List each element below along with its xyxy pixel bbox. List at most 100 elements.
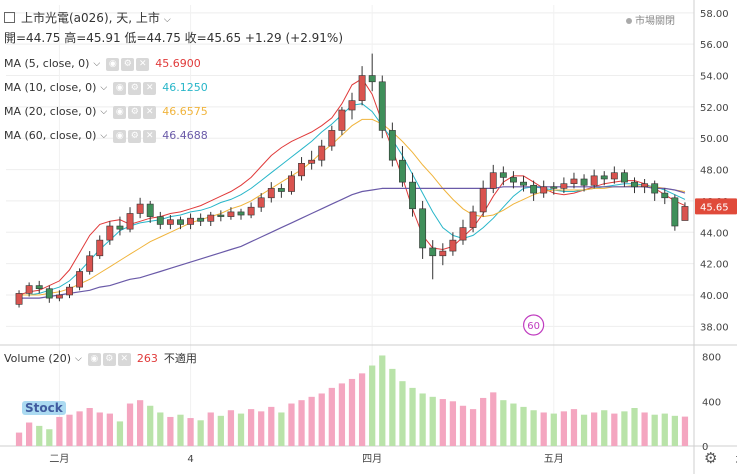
indicator-value: 45.6900: [155, 57, 201, 70]
candle-body: [479, 188, 487, 213]
candle: [55, 290, 63, 302]
chevron-down-icon[interactable]: ⌵: [100, 107, 108, 117]
candle: [388, 122, 396, 167]
watermark-logo: Stock: [22, 401, 66, 415]
candle: [489, 164, 497, 194]
candle-body: [86, 255, 94, 272]
candle-body: [550, 186, 558, 189]
volume-bar: [621, 411, 628, 446]
gear-icon[interactable]: ⚙: [128, 105, 142, 119]
candle: [378, 75, 386, 139]
candle: [106, 221, 114, 245]
market-status: 市場關閉: [626, 12, 675, 27]
candle-body: [560, 183, 568, 189]
symbol-header: 上市光電(a026), 天, 上市 ⌵: [4, 10, 171, 28]
collapse-icon[interactable]: [4, 12, 15, 23]
indicator-row-ma10[interactable]: MA (10, close, 0) ⌵ ◉ ⚙ ✕ 46.1250: [4, 80, 208, 96]
candle-body: [570, 178, 578, 184]
event-marker-60: 60: [523, 314, 545, 336]
settings-gear-icon[interactable]: ⚙: [704, 449, 718, 467]
candle: [620, 169, 628, 187]
volume-bar: [399, 381, 406, 446]
candle: [197, 213, 205, 227]
candle: [76, 268, 84, 291]
candle-body: [25, 285, 33, 294]
candle: [267, 182, 275, 203]
indicator-row-ma20[interactable]: MA (20, close, 0) ⌵ ◉ ⚙ ✕ 46.6575: [4, 104, 208, 120]
candle: [439, 243, 447, 266]
symbol-title[interactable]: 上市光電(a026), 天, 上市: [21, 11, 160, 25]
time-tick-label: 六月: [735, 453, 737, 465]
candle-body: [267, 188, 275, 199]
volume-status: 不適用: [163, 352, 197, 365]
eye-icon[interactable]: ◉: [113, 81, 127, 95]
volume-bar: [268, 406, 275, 446]
candle-body: [671, 197, 679, 227]
price-tick-label: 50.00: [700, 134, 729, 145]
chevron-down-icon[interactable]: ⌵: [75, 354, 82, 364]
volume-bar: [96, 412, 103, 446]
candle: [15, 290, 23, 308]
eye-icon[interactable]: ◉: [113, 129, 127, 143]
indicator-value: 46.4688: [162, 129, 208, 142]
volume-bar: [540, 412, 547, 446]
gear-icon[interactable]: ⚙: [121, 57, 135, 71]
chevron-down-icon[interactable]: ⌵: [93, 59, 101, 69]
eye-icon[interactable]: ◉: [113, 105, 127, 119]
candle: [146, 200, 154, 223]
close-icon[interactable]: ✕: [143, 105, 157, 119]
volume-bar: [318, 393, 325, 446]
gear-icon[interactable]: ⚙: [102, 352, 116, 366]
indicator-row-ma60[interactable]: MA (60, close, 0) ⌵ ◉ ⚙ ✕ 46.4688: [4, 128, 208, 144]
volume-bar: [328, 387, 335, 446]
volume-bar: [227, 410, 235, 446]
indicator-controls: ◉ ⚙ ✕: [113, 105, 157, 119]
price-tick-label: 56.00: [700, 40, 729, 51]
candle-body: [257, 197, 265, 208]
chevron-down-icon[interactable]: ⌵: [163, 15, 171, 25]
volume-bar: [157, 412, 164, 446]
candle-body: [308, 159, 316, 164]
indicator-label: MA (10, close, 0): [4, 81, 97, 94]
volume-tick-label: 800: [702, 353, 721, 364]
volume-bars: [15, 355, 689, 446]
candle-body: [328, 130, 336, 147]
candle: [590, 169, 598, 189]
candle-body: [610, 172, 618, 180]
candle-body: [338, 109, 346, 131]
candle-body: [620, 172, 628, 183]
indicator-value: 46.6575: [162, 105, 208, 118]
candle: [348, 92, 356, 120]
indicator-row-ma5[interactable]: MA (5, close, 0) ⌵ ◉ ⚙ ✕ 45.6900: [4, 56, 201, 72]
time-tick-label: 五月: [544, 453, 564, 465]
gear-icon[interactable]: ⚙: [128, 129, 142, 143]
eye-icon[interactable]: ◉: [87, 352, 101, 366]
chevron-down-icon[interactable]: ⌵: [100, 83, 108, 93]
candle-body: [510, 177, 517, 183]
candle: [681, 202, 689, 221]
close-icon[interactable]: ✕: [143, 81, 157, 95]
gear-icon[interactable]: ⚙: [128, 81, 142, 95]
candle: [399, 146, 406, 187]
candle: [600, 171, 608, 186]
chevron-down-icon[interactable]: ⌵: [100, 131, 108, 141]
candle-body: [449, 239, 457, 252]
close-icon[interactable]: ✕: [117, 352, 131, 366]
candle-body: [399, 159, 406, 183]
candle-body: [600, 175, 608, 180]
volume-header[interactable]: Volume (20) ⌵ ◉ ⚙ ✕ 263 不適用: [4, 351, 197, 367]
candle: [25, 282, 33, 297]
volume-bar: [641, 412, 648, 446]
close-icon[interactable]: ✕: [143, 129, 157, 143]
candle: [661, 188, 669, 205]
volume-bar: [86, 408, 93, 446]
close-icon[interactable]: ✕: [136, 57, 150, 71]
eye-icon[interactable]: ◉: [106, 57, 120, 71]
volume-bar: [591, 412, 598, 446]
candle: [177, 216, 184, 230]
candle-body: [237, 211, 245, 216]
candle-body: [146, 203, 154, 217]
volume-bar: [147, 405, 154, 446]
candle: [136, 197, 144, 219]
